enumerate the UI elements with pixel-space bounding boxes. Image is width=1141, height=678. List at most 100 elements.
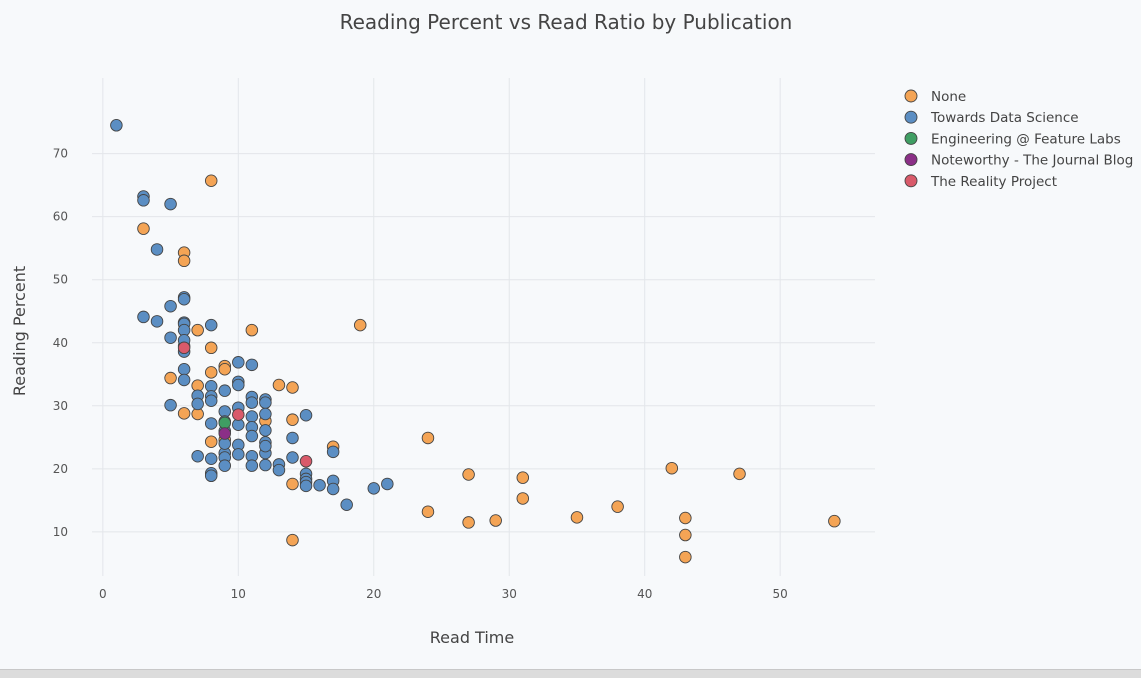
data-point[interactable] xyxy=(218,459,232,472)
data-point[interactable] xyxy=(679,511,692,525)
data-point[interactable] xyxy=(177,373,191,387)
legend-label[interactable]: None xyxy=(931,89,966,105)
data-point[interactable] xyxy=(245,396,259,409)
data-point[interactable] xyxy=(191,397,204,411)
data-point[interactable] xyxy=(110,119,123,132)
data-point[interactable] xyxy=(150,315,164,328)
data-point[interactable] xyxy=(245,358,259,372)
data-point[interactable] xyxy=(164,371,177,385)
legend-marker[interactable] xyxy=(904,131,918,145)
data-point[interactable] xyxy=(516,492,530,505)
data-point[interactable] xyxy=(259,396,272,409)
data-point[interactable] xyxy=(204,341,218,355)
y-tick-label: 10 xyxy=(53,525,68,539)
data-point[interactable] xyxy=(204,366,218,379)
legend-label[interactable]: Noteworthy - The Journal Blog xyxy=(931,153,1133,169)
data-point[interactable] xyxy=(299,409,313,422)
data-point[interactable] xyxy=(272,378,286,392)
data-point[interactable] xyxy=(218,416,232,430)
data-point[interactable] xyxy=(204,394,218,408)
gridlines xyxy=(92,78,875,576)
y-tick-label: 60 xyxy=(53,210,68,224)
data-point[interactable] xyxy=(204,452,218,465)
data-point[interactable] xyxy=(232,448,245,461)
legend-label[interactable]: Engineering @ Feature Labs xyxy=(931,131,1121,147)
legend-marker[interactable] xyxy=(904,174,918,188)
y-tick-label: 40 xyxy=(53,336,68,350)
data-point[interactable] xyxy=(259,458,272,472)
data-point[interactable] xyxy=(218,427,232,440)
data-point[interactable] xyxy=(204,318,218,332)
data-point[interactable] xyxy=(340,498,353,512)
data-point[interactable] xyxy=(679,550,692,564)
legend-marker[interactable] xyxy=(904,89,918,103)
data-point[interactable] xyxy=(313,478,326,492)
data-point[interactable] xyxy=(137,194,150,207)
data-point[interactable] xyxy=(462,516,475,529)
data-point[interactable] xyxy=(665,461,679,475)
data-point[interactable] xyxy=(259,407,272,421)
data-point[interactable] xyxy=(204,417,218,430)
data-point[interactable] xyxy=(177,293,191,306)
data-point[interactable] xyxy=(177,407,191,420)
data-point[interactable] xyxy=(367,482,381,495)
data-point[interactable] xyxy=(137,310,150,324)
data-point[interactable] xyxy=(218,384,232,397)
data-point[interactable] xyxy=(299,479,313,493)
data-point[interactable] xyxy=(191,323,204,337)
data-point[interactable] xyxy=(191,449,204,463)
data-point[interactable] xyxy=(570,511,584,524)
data-point[interactable] xyxy=(177,362,191,376)
data-point[interactable] xyxy=(204,435,218,448)
legend-marker[interactable] xyxy=(904,110,918,124)
data-points[interactable] xyxy=(110,119,841,564)
data-point[interactable] xyxy=(150,243,164,256)
data-point[interactable] xyxy=(137,222,150,235)
data-point[interactable] xyxy=(245,323,259,337)
data-point[interactable] xyxy=(326,445,340,459)
data-point[interactable] xyxy=(204,469,218,483)
data-point[interactable] xyxy=(218,362,232,376)
data-point[interactable] xyxy=(286,413,299,426)
y-tick-label: 20 xyxy=(53,462,68,476)
data-point[interactable] xyxy=(421,505,435,518)
data-point[interactable] xyxy=(164,299,177,313)
data-point[interactable] xyxy=(286,381,299,394)
data-point[interactable] xyxy=(177,341,191,355)
data-point[interactable] xyxy=(299,455,313,468)
data-point[interactable] xyxy=(286,533,299,547)
data-point[interactable] xyxy=(245,410,259,423)
data-point[interactable] xyxy=(286,431,299,445)
legend[interactable]: None Towards Data Science Engineering @ Fe… xyxy=(904,89,1133,190)
data-point[interactable] xyxy=(462,468,475,481)
data-point[interactable] xyxy=(611,500,624,513)
legend-label[interactable]: Towards Data Science xyxy=(930,110,1079,126)
data-point[interactable] xyxy=(733,467,746,481)
data-point[interactable] xyxy=(381,477,394,491)
data-point[interactable] xyxy=(516,471,530,484)
data-point[interactable] xyxy=(164,398,177,412)
data-point[interactable] xyxy=(232,378,245,392)
data-point[interactable] xyxy=(259,424,272,437)
data-point[interactable] xyxy=(232,408,245,421)
data-point[interactable] xyxy=(164,331,177,344)
data-point[interactable] xyxy=(353,318,367,332)
data-point[interactable] xyxy=(204,174,218,188)
data-point[interactable] xyxy=(245,429,259,443)
data-point[interactable] xyxy=(286,451,299,464)
horizontal-scrollbar[interactable] xyxy=(0,669,1141,678)
data-point[interactable] xyxy=(326,482,340,496)
data-point[interactable] xyxy=(421,431,435,445)
legend-marker[interactable] xyxy=(904,153,918,167)
data-point[interactable] xyxy=(679,528,692,542)
legend-label[interactable]: The Reality Project xyxy=(930,174,1057,190)
data-point[interactable] xyxy=(245,459,259,472)
data-point[interactable] xyxy=(259,439,272,453)
data-point[interactable] xyxy=(286,477,299,491)
data-point[interactable] xyxy=(164,197,177,211)
data-point[interactable] xyxy=(272,463,286,477)
data-point[interactable] xyxy=(177,254,191,268)
data-point[interactable] xyxy=(232,356,245,369)
data-point[interactable] xyxy=(828,514,841,528)
data-point[interactable] xyxy=(489,514,502,527)
